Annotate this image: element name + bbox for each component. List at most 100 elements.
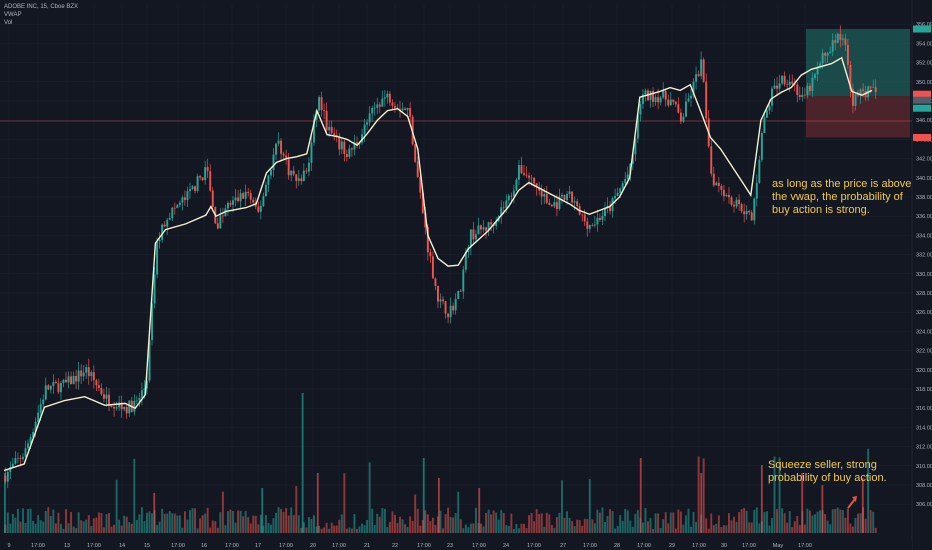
volume-bar <box>586 519 589 533</box>
volume-bar <box>429 521 432 533</box>
volume-bar <box>140 507 143 533</box>
volume-bar <box>72 526 75 533</box>
candle-body <box>115 407 118 409</box>
candle-body <box>690 95 692 99</box>
volume-bar <box>641 522 644 533</box>
candle-body <box>781 75 784 84</box>
candle-body <box>87 367 90 377</box>
long-position-tool[interactable] <box>806 29 910 138</box>
time-tick-label: 20 <box>310 543 316 549</box>
volume-bar <box>6 512 9 533</box>
volume-spike <box>639 458 642 533</box>
candle-body <box>472 229 475 240</box>
candle-body <box>102 394 105 399</box>
price-tick-label: 338.00 <box>916 195 932 201</box>
candle-body <box>416 161 419 178</box>
volume-bar <box>819 510 822 533</box>
candle-body <box>37 412 40 423</box>
candle-body <box>609 205 612 212</box>
candle-body <box>368 113 371 123</box>
candle-body <box>201 177 204 181</box>
volume-bar <box>591 519 594 533</box>
volume-bar <box>148 511 151 533</box>
candle-body <box>123 407 126 410</box>
candle-body <box>715 182 718 186</box>
volume-bar <box>874 527 877 533</box>
volume-bar <box>776 509 779 533</box>
volume-bar <box>583 518 586 533</box>
candle-body <box>710 146 713 174</box>
volume-bar <box>244 511 247 533</box>
candle-body <box>343 141 346 155</box>
volume-bar <box>490 514 493 533</box>
candle-body <box>209 171 212 191</box>
volume-bar <box>791 527 794 533</box>
candle-body <box>176 204 179 208</box>
volume-bars <box>4 393 877 533</box>
candle-body <box>857 94 859 96</box>
volume-bar <box>616 526 619 533</box>
volume-bar <box>368 462 371 533</box>
candle-body <box>687 98 690 102</box>
volume-bar <box>654 513 657 533</box>
volume-bar <box>156 524 159 533</box>
candle-body <box>52 381 55 387</box>
volume-bar <box>674 528 677 533</box>
volume-bar <box>444 514 447 533</box>
volume-bar <box>338 519 341 533</box>
time-axis[interactable] <box>0 540 912 550</box>
candle-body <box>452 305 455 311</box>
candle-body <box>85 367 88 373</box>
volume-bar <box>90 526 93 533</box>
volume-bar <box>82 521 85 533</box>
volume-bar <box>151 513 153 533</box>
volume-bar <box>437 516 439 533</box>
candle-body <box>684 101 687 117</box>
price-tick-label: 332.00 <box>916 253 932 259</box>
volume-bar <box>730 520 733 533</box>
candle-body <box>588 225 591 229</box>
volume-bar <box>310 518 313 533</box>
candle-body <box>310 142 313 163</box>
candle-body <box>140 390 143 398</box>
candle-body <box>108 394 110 406</box>
volume-bar <box>105 514 108 533</box>
volume-bar <box>811 515 814 533</box>
volume-bar <box>459 519 462 533</box>
volume-bar <box>846 508 849 533</box>
volume-bar <box>49 515 52 533</box>
volume-bar <box>829 524 832 533</box>
volume-bar <box>414 494 417 533</box>
volume-bar <box>631 526 634 533</box>
time-tick-label: 17:00 <box>637 543 651 549</box>
candle-body <box>791 81 794 84</box>
candle-body <box>748 210 751 213</box>
candle-body <box>90 372 93 377</box>
volume-spike <box>700 473 703 533</box>
volume-bar <box>619 515 622 533</box>
candle-body <box>82 372 85 377</box>
time-tick-label: 17:00 <box>31 543 45 549</box>
candle-body <box>363 124 366 135</box>
volume-bar <box>697 456 700 533</box>
time-tick-label: 17:00 <box>225 543 239 549</box>
volume-bar <box>487 509 490 533</box>
candle-body <box>469 229 472 248</box>
candle-body <box>216 223 219 229</box>
time-axis-labels: 9 17:00 13 17:00 14 15 17:00 16 17:00 17 17:00 20 17… <box>7 543 811 549</box>
candle-body <box>338 135 341 150</box>
volume-bar <box>851 526 854 533</box>
candle-body <box>851 89 854 106</box>
candle-body <box>545 194 548 203</box>
candle-body <box>173 207 176 209</box>
candle-body <box>244 191 247 199</box>
candle-body <box>535 183 538 188</box>
candle-body <box>371 107 374 114</box>
volume-bar <box>523 523 525 533</box>
price-tick-label: 324.00 <box>916 329 932 335</box>
candle-body <box>113 406 116 409</box>
candle-body <box>138 397 141 401</box>
candle-body <box>57 383 60 393</box>
volume-bar <box>77 512 80 533</box>
